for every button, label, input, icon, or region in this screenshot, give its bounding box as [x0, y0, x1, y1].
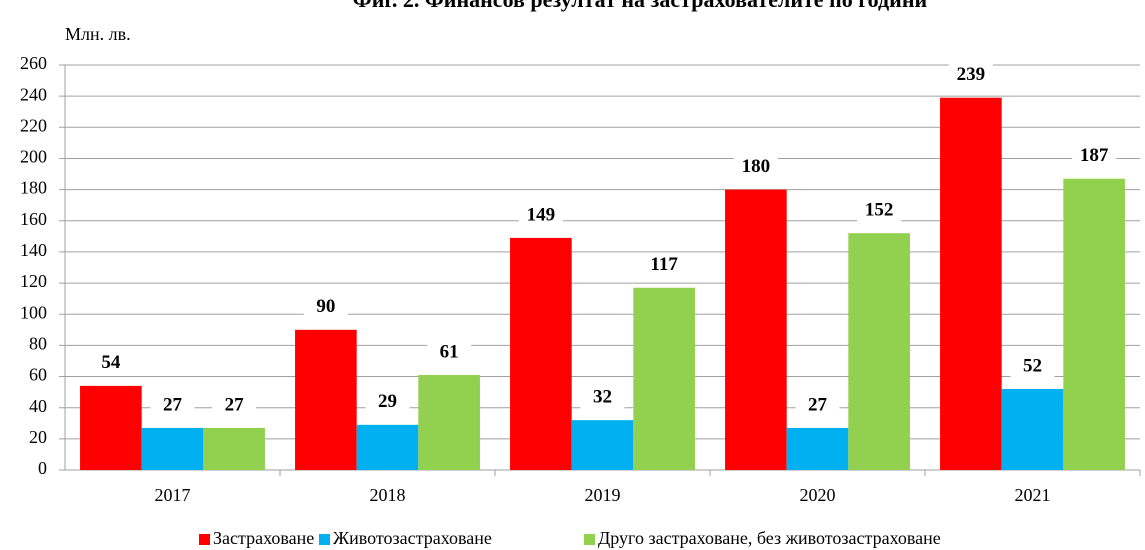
- x-tick-label: 2020: [800, 485, 836, 505]
- x-tick-label: 2021: [1015, 485, 1051, 505]
- value-label: 32: [593, 387, 612, 408]
- legend-swatch: [199, 534, 210, 545]
- bar: [356, 424, 419, 470]
- bar: [295, 329, 357, 470]
- legend-label: Животозастраховане: [333, 528, 492, 548]
- value-label: 27: [163, 394, 183, 415]
- value-label: 187: [1080, 145, 1109, 166]
- bar: [725, 189, 787, 470]
- value-label: 29: [378, 391, 397, 412]
- bar: [848, 233, 910, 470]
- value-label-bg: [518, 203, 563, 228]
- y-tick-label: 160: [20, 209, 47, 229]
- bar: [510, 237, 572, 470]
- y-tick-label: 120: [20, 271, 47, 291]
- bar: [418, 374, 480, 470]
- value-label: 27: [808, 394, 828, 415]
- chart-title: Фиг. 2. Финансов резултат на застраховат…: [353, 0, 928, 12]
- value-label-bg: [733, 155, 778, 180]
- x-tick-label: 2018: [370, 485, 406, 505]
- y-tick-label: 20: [29, 427, 47, 447]
- value-label: 52: [1023, 355, 1042, 376]
- x-tick-label: 2017: [155, 485, 191, 505]
- value-label-bg: [795, 393, 840, 418]
- y-tick-label: 220: [20, 115, 47, 135]
- value-label: 149: [527, 204, 556, 225]
- bar: [571, 420, 634, 470]
- value-label-bg: [857, 199, 902, 224]
- y-tick-label: 100: [20, 302, 47, 322]
- bar: [141, 427, 204, 470]
- y-tick-label: 140: [20, 240, 47, 260]
- bar: [633, 287, 695, 470]
- legend-swatch: [319, 534, 330, 545]
- value-label: 180: [742, 156, 771, 177]
- value-label: 61: [440, 341, 459, 362]
- value-label-bg: [580, 386, 625, 411]
- y-tick-label: 180: [20, 178, 47, 198]
- legend-label: Друго застраховане, без животозастрахова…: [598, 528, 941, 548]
- bar: [940, 97, 1002, 470]
- value-label-bg: [365, 390, 410, 415]
- value-label-bg: [150, 393, 195, 418]
- value-label-bg: [427, 340, 472, 365]
- value-label-bg: [1010, 355, 1055, 379]
- value-label-bg: [88, 351, 133, 376]
- y-tick-label: 40: [29, 396, 47, 416]
- bar: [203, 427, 265, 470]
- value-label-bg: [642, 253, 687, 278]
- value-label: 90: [316, 296, 335, 317]
- y-tick-label: 240: [20, 84, 47, 104]
- value-label: 27: [225, 394, 245, 415]
- y-axis-label: Млн. лв.: [65, 24, 131, 44]
- value-label: 54: [101, 352, 121, 373]
- y-tick-label: 0: [38, 458, 47, 478]
- legend-swatch: [584, 534, 595, 545]
- x-tick-label: 2019: [585, 485, 621, 505]
- value-label-bg: [1072, 144, 1117, 169]
- value-label-bg: [212, 393, 257, 418]
- y-tick-label: 60: [29, 365, 47, 385]
- bar: [1001, 389, 1064, 470]
- bar: [80, 385, 142, 470]
- value-label: 152: [865, 200, 894, 221]
- legend-label: Застраховане: [213, 528, 314, 548]
- y-tick-label: 260: [20, 53, 47, 73]
- value-label: 117: [650, 254, 678, 275]
- value-label: 239: [957, 64, 986, 85]
- value-label-bg: [948, 63, 993, 88]
- bar: [1063, 178, 1125, 470]
- y-tick-label: 80: [29, 334, 47, 354]
- y-tick-label: 200: [20, 147, 47, 167]
- value-label-bg: [303, 295, 348, 320]
- bar: [786, 427, 849, 470]
